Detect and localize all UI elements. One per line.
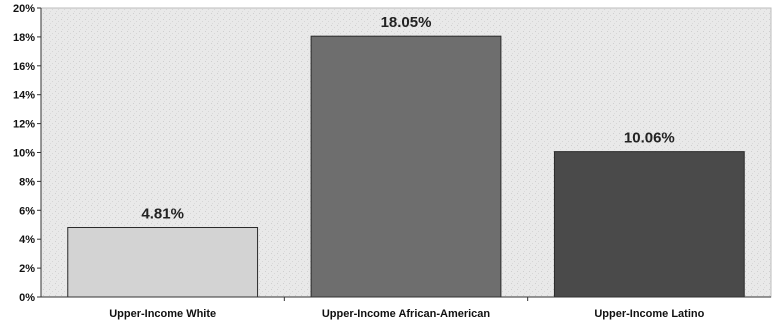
y-tick-label: 0% [19, 292, 35, 304]
y-tick-label: 2% [19, 263, 35, 275]
data-label: 4.81% [141, 205, 184, 222]
data-label: 18.05% [381, 14, 432, 31]
bars-group: 4.81% 18.05% 10.06% [67, 14, 745, 298]
bar [553, 151, 745, 298]
y-tick-label: 16% [13, 61, 35, 73]
x-category-label: Upper-Income African-American [322, 308, 491, 320]
y-tick-label: 18% [13, 32, 35, 44]
bar [67, 226, 259, 298]
x-axis: Upper-Income White Upper-Income African-A… [41, 296, 771, 320]
y-tick-label: 20% [13, 3, 35, 15]
x-category-label: Upper-Income White [109, 308, 216, 320]
y-tick-label: 8% [19, 176, 35, 188]
bar [310, 35, 502, 298]
y-axis: 0% 2% 4% 6% 8% 10% 12% 14% 16% 18% 20% [13, 3, 42, 304]
y-tick-label: 12% [13, 119, 35, 131]
y-tick-label: 4% [19, 234, 35, 246]
y-tick-label: 14% [13, 90, 35, 102]
y-tick-label: 6% [19, 205, 35, 217]
y-tick-label: 10% [13, 148, 35, 160]
data-label: 10.06% [624, 130, 675, 147]
x-category-label: Upper-Income Latino [594, 308, 704, 320]
